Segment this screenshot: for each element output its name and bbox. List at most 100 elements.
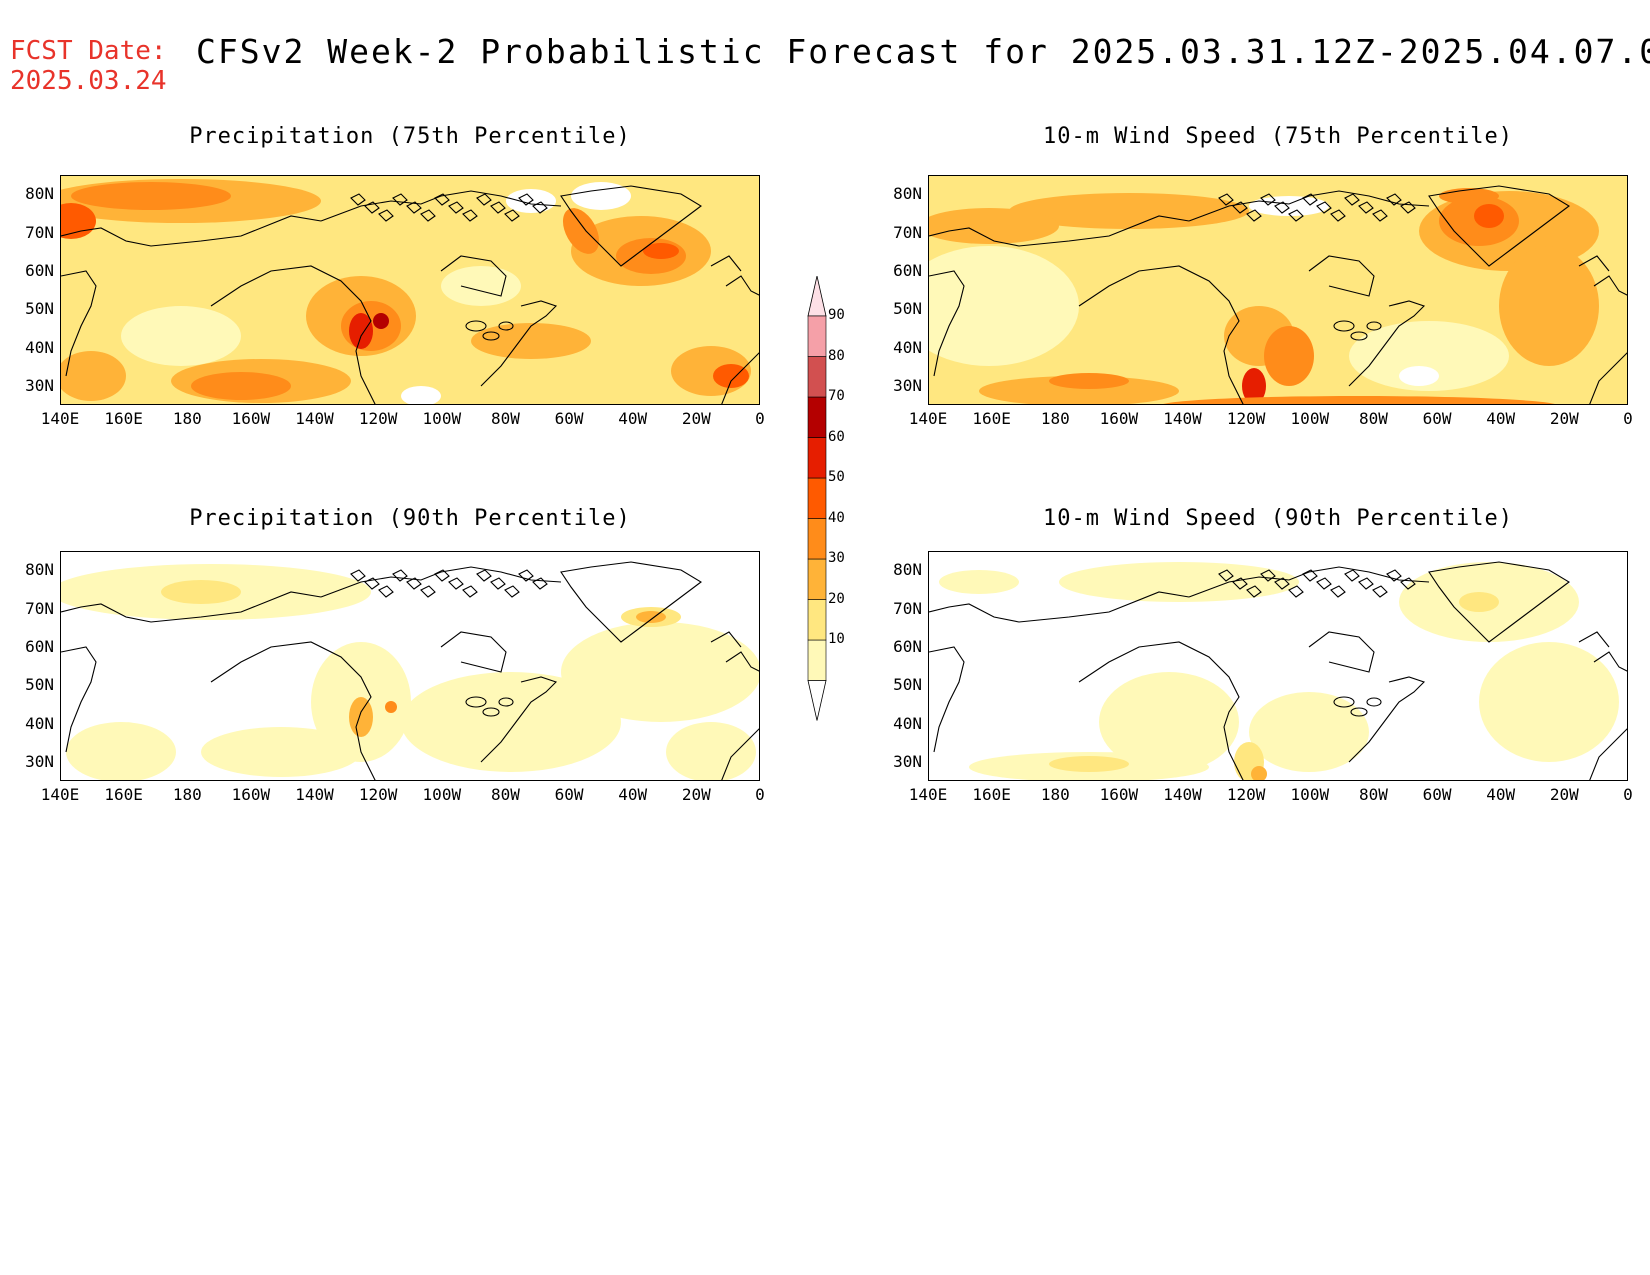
probability-contour (385, 701, 397, 713)
lat-tick-label: 70N (25, 598, 54, 618)
lon-tick-label: 80W (491, 409, 520, 428)
lon-tick-label: 140E (908, 409, 948, 428)
probability-contour (441, 266, 521, 306)
probability-contour (1049, 373, 1129, 389)
panel-title-precip-75: Precipitation (75th Percentile) (189, 124, 631, 149)
lon-tick-label: 160E (972, 785, 1011, 804)
probability-contour (161, 580, 241, 604)
colorbar-swatch (807, 518, 827, 560)
lat-tick-label: 30N (893, 375, 922, 395)
probability-contour (1251, 766, 1267, 780)
lat-tick-label: 50N (893, 675, 922, 695)
lat-tick-label: 60N (25, 260, 54, 280)
probability-contour (1249, 692, 1369, 772)
lon-tick-label: 180 (1040, 785, 1070, 804)
colorbar-top-arrow (807, 276, 827, 317)
probability-contour (636, 611, 666, 623)
map-canvas (61, 552, 759, 780)
lon-tick-label: 20W (1549, 785, 1579, 804)
map-canvas (929, 552, 1627, 780)
colorbar-label: 60 (828, 428, 845, 445)
lon-tick-label: 40W (1486, 785, 1516, 804)
lat-tick-label: 30N (25, 375, 54, 395)
lon-tick-label: 100W (1290, 785, 1330, 804)
lon-tick-label: 100W (422, 409, 462, 428)
coastline (929, 185, 1627, 404)
lon-tick-label: 120W (358, 409, 398, 428)
lon-tick-label: 140E (908, 785, 948, 804)
lon-tick-label: 60W (554, 409, 584, 428)
map-canvas (61, 176, 759, 404)
lon-tick-label: 180 (1040, 409, 1070, 428)
probability-contour (1499, 246, 1599, 366)
lon-tick-label: 40W (618, 409, 648, 428)
lon-tick-label: 120W (1226, 785, 1266, 804)
probability-contour (571, 182, 631, 210)
lon-tick-label: 140W (295, 409, 334, 428)
panel-title-wind-90: 10-m Wind Speed (90th Percentile) (1042, 506, 1514, 531)
lon-tick-label: 0 (755, 409, 765, 428)
coastline (61, 561, 759, 780)
probability-contour (1399, 366, 1439, 386)
lon-tick-label: 120W (358, 785, 398, 804)
probability-contour (561, 622, 759, 722)
colorbar-swatch (807, 599, 827, 641)
lon-tick-label: 0 (755, 785, 765, 804)
lat-tick-label: 80N (25, 560, 54, 580)
probability-contour (939, 570, 1019, 594)
colorbar-swatch (807, 477, 827, 519)
lat-tick-label: 50N (25, 299, 54, 319)
lat-tick-label: 40N (25, 713, 54, 733)
colorbar-label: 50 (828, 469, 845, 485)
lon-tick-label: 140W (1163, 409, 1202, 428)
lon-tick-label: 60W (1422, 409, 1452, 428)
probability-contour (121, 306, 241, 366)
probability-contour (66, 722, 176, 780)
probability-contour (1099, 672, 1239, 772)
probability-contour (373, 313, 389, 329)
lon-tick-label: 0 (1623, 409, 1633, 428)
main-title: CFSv2 Week-2 Probabilistic Forecast for … (196, 32, 1650, 71)
lon-tick-label: 160W (231, 409, 271, 428)
probability-contour (349, 697, 373, 737)
colorbar-label: 80 (828, 347, 845, 364)
lat-tick-label: 60N (893, 636, 922, 656)
lon-tick-label: 160E (104, 785, 143, 804)
probability-contour (929, 246, 1079, 366)
colorbar-swatch (807, 356, 827, 398)
probability-contour (1264, 326, 1314, 386)
probability-contour (401, 672, 621, 772)
probability-contour (471, 323, 591, 359)
lon-tick-label: 60W (554, 785, 584, 804)
lon-tick-label: 180 (172, 409, 202, 428)
probability-contour (643, 243, 679, 259)
colorbar-label: 20 (828, 590, 845, 607)
lat-tick-label: 60N (25, 636, 54, 656)
probability-contour (1059, 562, 1299, 602)
probability-contour (71, 182, 231, 210)
lon-tick-label: 60W (1422, 785, 1452, 804)
probability-contour (1049, 756, 1129, 772)
probability-contour (1249, 196, 1329, 216)
colorbar-swatch (807, 396, 827, 438)
colorbar-swatch (807, 639, 827, 681)
lat-tick-label: 70N (893, 222, 922, 242)
map-canvas (929, 176, 1627, 404)
probability-contour (191, 372, 291, 400)
forecast-date-value: 2025.03.24 (10, 66, 167, 96)
lat-tick-label: 80N (893, 184, 922, 204)
probability-contour (562, 208, 600, 254)
map-precip-75 (60, 175, 760, 405)
lat-tick-label: 50N (25, 675, 54, 695)
lon-tick-label: 160E (972, 409, 1011, 428)
lat-tick-label: 40N (893, 713, 922, 733)
panel-title-wind-75: 10-m Wind Speed (75th Percentile) (1042, 124, 1514, 149)
probability-contour (1479, 642, 1619, 762)
map-wind-75 (928, 175, 1628, 405)
coastline (61, 185, 759, 404)
lon-tick-label: 180 (172, 785, 202, 804)
probability-contour (1163, 396, 1555, 404)
probability-contour (61, 351, 126, 401)
lat-tick-label: 30N (893, 751, 922, 771)
lat-tick-label: 80N (893, 560, 922, 580)
